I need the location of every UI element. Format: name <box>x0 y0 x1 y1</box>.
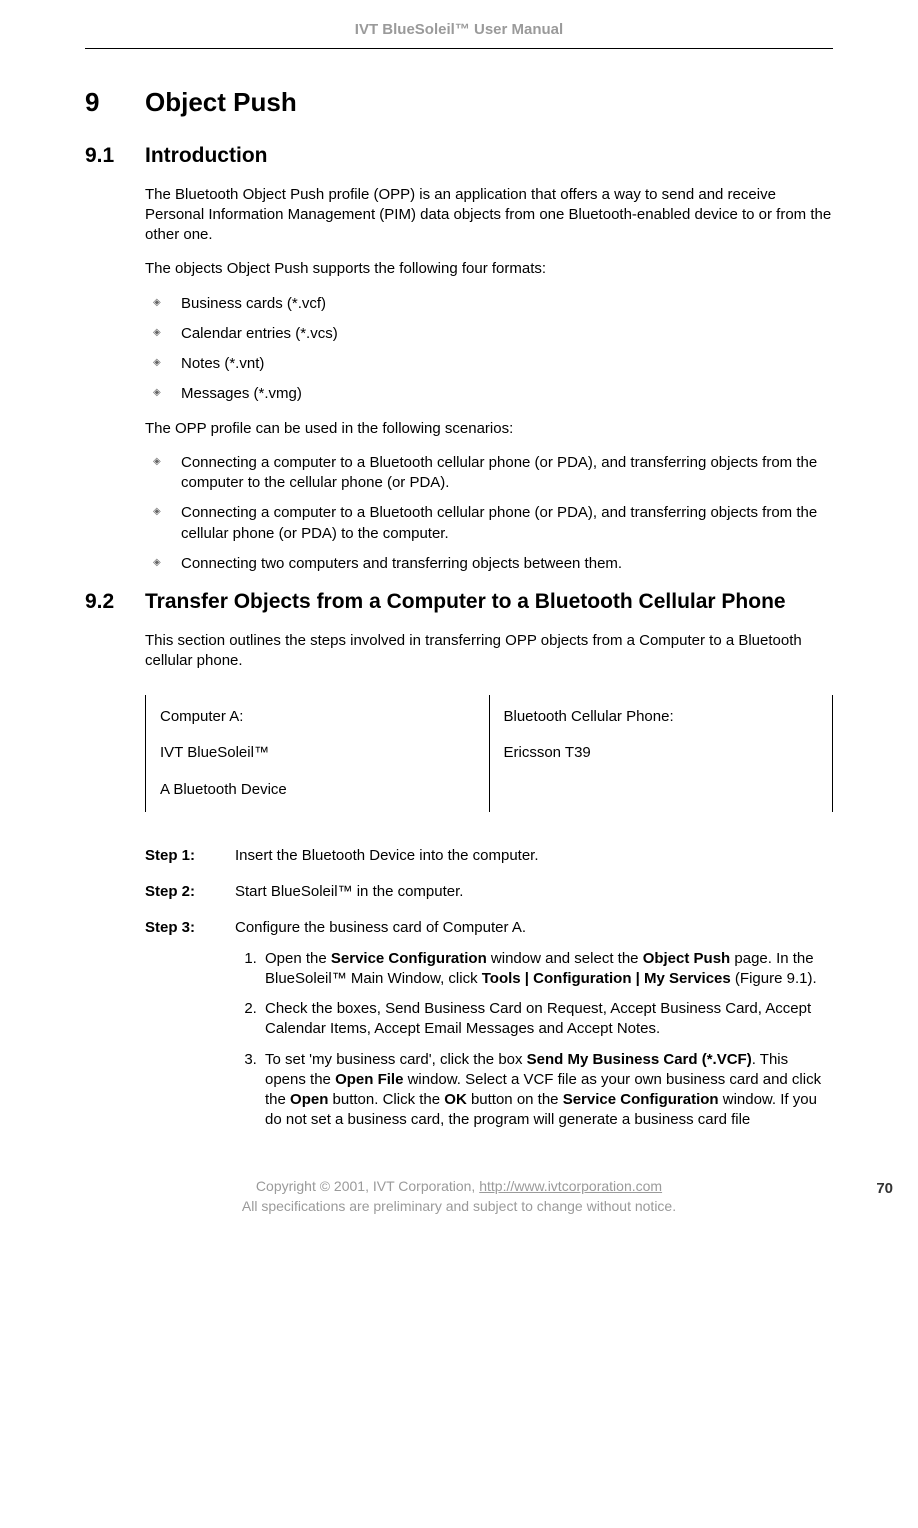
sub-step: Check the boxes, Send Business Card on R… <box>261 999 833 1040</box>
text: button on the <box>467 1091 563 1108</box>
text: (Figure 9.1). <box>731 970 817 987</box>
step-label: Step 1: <box>145 846 235 866</box>
list-item: Connecting a computer to a Bluetooth cel… <box>153 453 833 494</box>
sub-steps: Open the Service Configuration window an… <box>261 949 833 1131</box>
h2-title: Introduction <box>145 142 267 170</box>
table-cell: Computer A: <box>160 707 477 727</box>
list-item: Business cards (*.vcf) <box>153 294 833 314</box>
footer-line1: Copyright © 2001, IVT Corporation, http:… <box>85 1177 833 1196</box>
scenarios-list: Connecting a computer to a Bluetooth cel… <box>153 453 833 574</box>
bold-text: Open File <box>335 1071 403 1088</box>
step-body: Insert the Bluetooth Device into the com… <box>235 846 833 866</box>
table-cell: A Bluetooth Device <box>160 780 477 800</box>
sub-step: To set 'my business card', click the box… <box>261 1050 833 1131</box>
h1-title: Object Push <box>145 85 297 120</box>
bold-text: Object Push <box>643 950 731 967</box>
table-cell: Ericsson T39 <box>504 743 821 763</box>
sub-step: Open the Service Configuration window an… <box>261 949 833 990</box>
bold-text: OK <box>444 1091 467 1108</box>
footer: Copyright © 2001, IVT Corporation, http:… <box>85 1177 833 1217</box>
step-1: Step 1: Insert the Bluetooth Device into… <box>145 846 833 866</box>
h2-intro: 9.1 Introduction <box>85 142 833 170</box>
h2-transfer: 9.2 Transfer Objects from a Computer to … <box>85 588 833 616</box>
bold-text: Tools | Configuration | My Services <box>482 970 731 987</box>
step-2: Step 2: Start BlueSoleil™ in the compute… <box>145 882 833 902</box>
table-col-left: Computer A: IVT BlueSoleil™ A Bluetooth … <box>145 695 489 812</box>
list-item: Connecting two computers and transferrin… <box>153 554 833 574</box>
para: The Bluetooth Object Push profile (OPP) … <box>145 185 833 246</box>
h2-title: Transfer Objects from a Computer to a Bl… <box>145 588 786 616</box>
para: The OPP profile can be used in the follo… <box>145 419 833 439</box>
step-body: Start BlueSoleil™ in the computer. <box>235 882 833 902</box>
device-table: Computer A: IVT BlueSoleil™ A Bluetooth … <box>145 695 833 812</box>
text: Open the <box>265 950 331 967</box>
list-item: Messages (*.vmg) <box>153 384 833 404</box>
step-label: Step 2: <box>145 882 235 902</box>
footer-link[interactable]: http://www.ivtcorporation.com <box>479 1178 662 1194</box>
list-item: Connecting a computer to a Bluetooth cel… <box>153 503 833 544</box>
page-number: 70 <box>876 1179 893 1199</box>
list-item: Calendar entries (*.vcs) <box>153 324 833 344</box>
step-3: Step 3: Configure the business card of C… <box>145 918 833 1140</box>
para: This section outlines the steps involved… <box>145 631 833 672</box>
step-label: Step 3: <box>145 918 235 1140</box>
table-col-right: Bluetooth Cellular Phone: Ericsson T39 <box>489 695 834 812</box>
footer-line2: All specifications are preliminary and s… <box>85 1197 833 1216</box>
intro-body: The Bluetooth Object Push profile (OPP) … <box>145 185 833 575</box>
copyright-text: Copyright © 2001, IVT Corporation, <box>256 1178 479 1194</box>
table-cell: Bluetooth Cellular Phone: <box>504 707 821 727</box>
bold-text: Open <box>290 1091 328 1108</box>
step-body-text: Configure the business card of Computer … <box>235 919 526 936</box>
step-body: Configure the business card of Computer … <box>235 918 833 1140</box>
text: To set 'my business card', click the box <box>265 1051 527 1068</box>
table-cell: IVT BlueSoleil™ <box>160 743 477 763</box>
text: button. Click the <box>328 1091 444 1108</box>
h2-number: 9.2 <box>85 588 145 616</box>
formats-list: Business cards (*.vcf) Calendar entries … <box>153 294 833 405</box>
doc-header: IVT BlueSoleil™ User Manual <box>85 20 833 48</box>
para: The objects Object Push supports the fol… <box>145 259 833 279</box>
bold-text: Service Configuration <box>331 950 487 967</box>
text: window and select the <box>487 950 643 967</box>
h1-number: 9 <box>85 85 145 120</box>
h2-number: 9.1 <box>85 142 145 170</box>
bold-text: Service Configuration <box>563 1091 719 1108</box>
h1: 9 Object Push <box>85 85 833 120</box>
bold-text: Send My Business Card (*.VCF) <box>527 1051 752 1068</box>
header-rule <box>85 48 833 49</box>
list-item: Notes (*.vnt) <box>153 354 833 374</box>
transfer-body: This section outlines the steps involved… <box>145 631 833 1141</box>
